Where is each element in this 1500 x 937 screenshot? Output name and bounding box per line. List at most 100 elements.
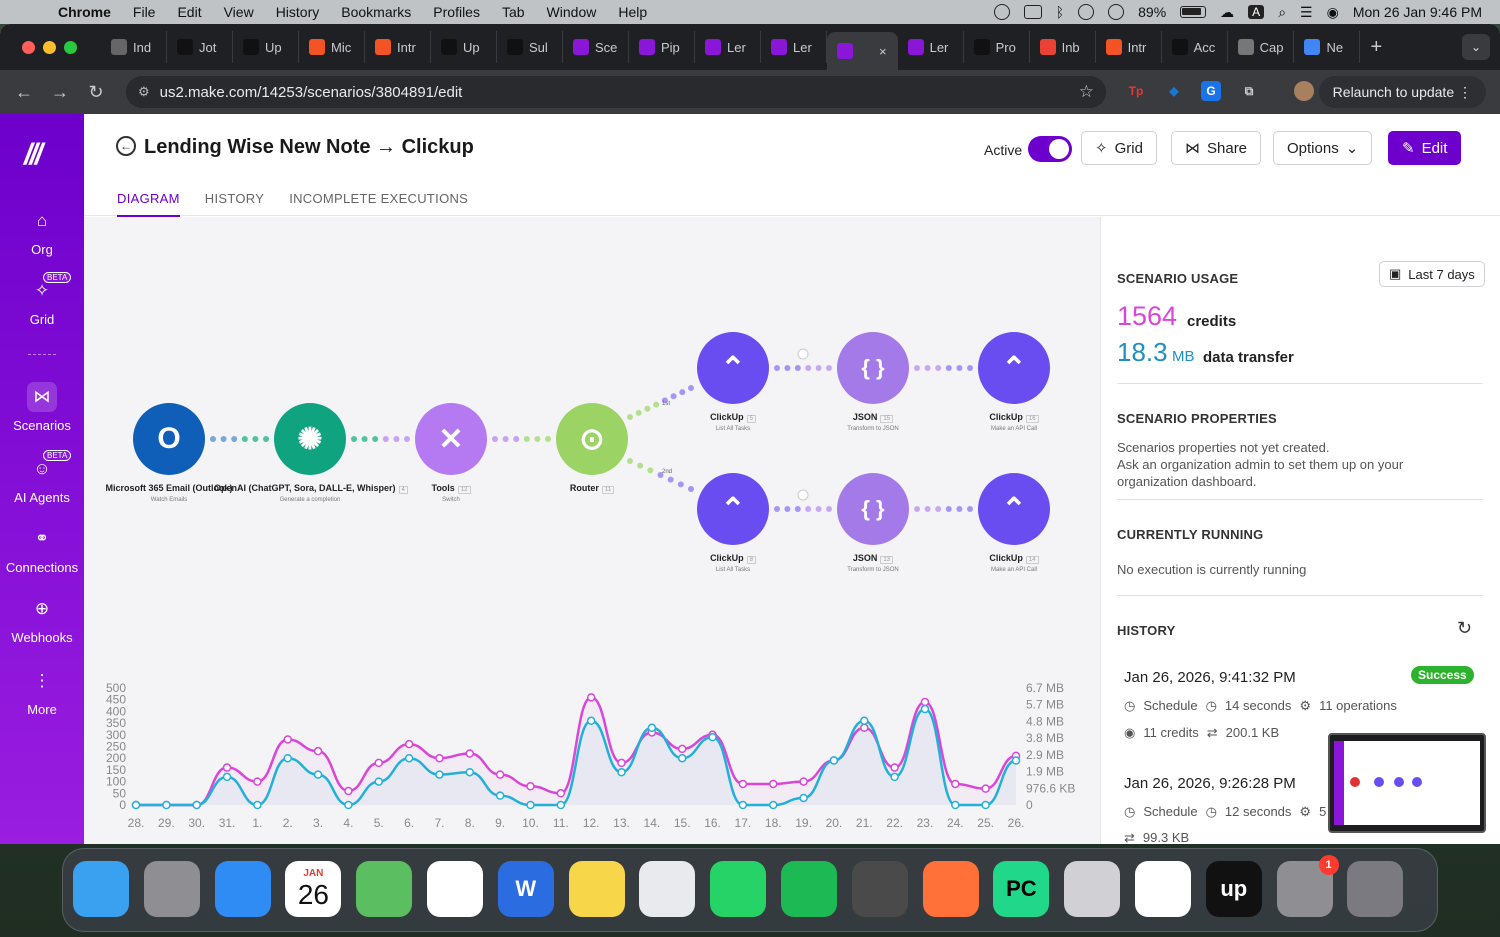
data-point[interactable] (526, 800, 535, 810)
close-window-button[interactable] (22, 40, 35, 54)
menu-bookmarks[interactable]: Bookmarks (341, 4, 412, 20)
data-point[interactable] (404, 739, 414, 749)
play-icon[interactable] (1108, 4, 1125, 20)
data-point[interactable] (283, 753, 292, 763)
upwork-status-icon[interactable] (993, 4, 1010, 20)
browser-tab[interactable]: Pro (964, 31, 1030, 63)
reload-icon[interactable]: ↻ (88, 81, 104, 102)
browser-tab[interactable]: Up (431, 31, 497, 63)
tab-history[interactable]: HISTORY (204, 191, 265, 206)
data-point[interactable] (1011, 756, 1021, 765)
menu-edit[interactable]: Edit (177, 4, 202, 20)
data-point[interactable] (465, 749, 475, 758)
menu-history[interactable]: History (275, 4, 320, 20)
relaunch-update-button[interactable]: Relaunch to update ⋮ (1318, 76, 1486, 108)
data-point[interactable] (647, 723, 657, 733)
browser-tab[interactable]: Ler (761, 31, 827, 63)
dock-app-firefox[interactable] (922, 861, 979, 917)
url-text[interactable]: us2.make.com/14253/scenarios/3804891/edi… (159, 83, 463, 101)
data-point[interactable] (738, 779, 748, 789)
browser-tab[interactable]: Mic (299, 31, 365, 63)
data-point[interactable] (708, 732, 717, 742)
google-translate-icon[interactable]: G (1201, 81, 1221, 101)
dock-app-calculator[interactable] (851, 861, 908, 917)
new-tab-button[interactable]: + (1370, 35, 1383, 58)
data-point[interactable] (799, 777, 808, 786)
browser-tab[interactable]: Ind (101, 31, 167, 63)
menu-window[interactable]: Window (546, 4, 597, 20)
data-point[interactable] (890, 772, 899, 782)
data-point[interactable] (556, 800, 566, 810)
bookmark-star-icon[interactable]: ☆ (1078, 82, 1094, 101)
filter-icon[interactable] (797, 348, 809, 360)
browser-tab[interactable]: Sul (497, 31, 563, 63)
module-node[interactable]: ✺ (274, 403, 346, 475)
data-point[interactable] (677, 753, 687, 763)
dock-app-launchpad[interactable] (143, 861, 200, 917)
make-logo[interactable]: /// (24, 138, 43, 171)
extension-tp-icon[interactable]: Tp (1128, 84, 1144, 98)
dock-app-notes[interactable] (568, 861, 625, 917)
data-point[interactable] (617, 767, 626, 777)
tab-diagram[interactable]: DIAGRAM (117, 191, 180, 218)
sidebar-item-connections[interactable]: ⚭ Connections (0, 524, 84, 575)
refresh-icon[interactable]: ↻ (1457, 618, 1473, 638)
data-point[interactable] (404, 753, 414, 763)
dock-app-spotify[interactable] (781, 861, 837, 917)
display-icon[interactable] (1023, 5, 1042, 19)
app-menu[interactable]: Chrome (58, 4, 111, 20)
dock-app-pycharm[interactable]: PC (993, 861, 1050, 917)
browser-tab[interactable]: Pip (629, 31, 695, 63)
data-point[interactable] (222, 772, 232, 782)
dock-app-system-settings[interactable]: 1 (1276, 855, 1339, 917)
data-point[interactable] (313, 746, 323, 756)
cloud-icon[interactable]: ☁ (1220, 3, 1235, 20)
data-point[interactable] (495, 770, 505, 779)
data-point[interactable] (435, 753, 444, 763)
module-node[interactable]: ⌃ (978, 332, 1050, 404)
data-point[interactable] (465, 767, 475, 777)
data-point[interactable] (435, 770, 444, 779)
data-point[interactable] (768, 779, 778, 789)
module-node[interactable]: ✕ (415, 403, 487, 475)
browser-tab[interactable]: Jot (167, 31, 233, 63)
browser-tab[interactable]: Intr (365, 31, 431, 63)
menu-tab[interactable]: Tab (501, 4, 525, 20)
history-item-date[interactable]: Jan 26, 2026, 9:41:32 PM (1124, 669, 1296, 686)
data-point[interactable] (951, 800, 960, 810)
dock-app-slack[interactable] (1135, 861, 1191, 917)
module-node[interactable]: { } (837, 473, 909, 545)
data-point[interactable] (283, 735, 292, 744)
dock-app-upwork[interactable]: up (1205, 861, 1262, 917)
data-point[interactable] (981, 800, 990, 810)
options-button[interactable]: Options ⌄ (1273, 131, 1373, 165)
close-tab-icon[interactable]: × (879, 43, 887, 59)
active-toggle[interactable] (1028, 136, 1072, 162)
sidebar-item-more[interactable]: ⋮ More (0, 666, 84, 717)
back-arrow-icon[interactable]: ← (116, 136, 136, 156)
sidebar-item-org[interactable]: ⌂ Org (0, 206, 84, 257)
site-info-icon[interactable]: ⚙ (138, 84, 150, 99)
browser-tab[interactable]: Acc (1162, 31, 1228, 63)
data-point[interactable] (860, 716, 869, 726)
dock-app-whatsapp[interactable] (710, 861, 767, 917)
profile-avatar[interactable] (1294, 81, 1314, 101)
data-point[interactable] (344, 800, 353, 810)
tab-incomplete-executions[interactable]: INCOMPLETE EXECUTIONS (289, 191, 469, 206)
menu-view[interactable]: View (223, 4, 254, 20)
minimize-window-button[interactable] (43, 40, 56, 54)
period-button[interactable]: ▣ Last 7 days (1379, 261, 1485, 287)
data-point[interactable] (617, 758, 626, 768)
history-item-date[interactable]: Jan 26, 2026, 9:26:28 PM (1124, 775, 1296, 792)
browser-tab[interactable]: Cap (1228, 31, 1295, 63)
module-node[interactable]: ⊙ (556, 403, 628, 475)
dock-app-finder[interactable] (73, 861, 129, 917)
edit-button[interactable]: ✎ Edit (1388, 131, 1462, 165)
browser-tab[interactable]: × (827, 32, 898, 70)
data-point[interactable] (890, 763, 899, 772)
data-point[interactable] (799, 793, 808, 803)
grid-button[interactable]: ✧ Grid (1081, 131, 1157, 165)
data-point[interactable] (222, 763, 232, 772)
filter-icon[interactable] (797, 489, 809, 501)
module-node[interactable]: ⌃ (697, 473, 769, 545)
